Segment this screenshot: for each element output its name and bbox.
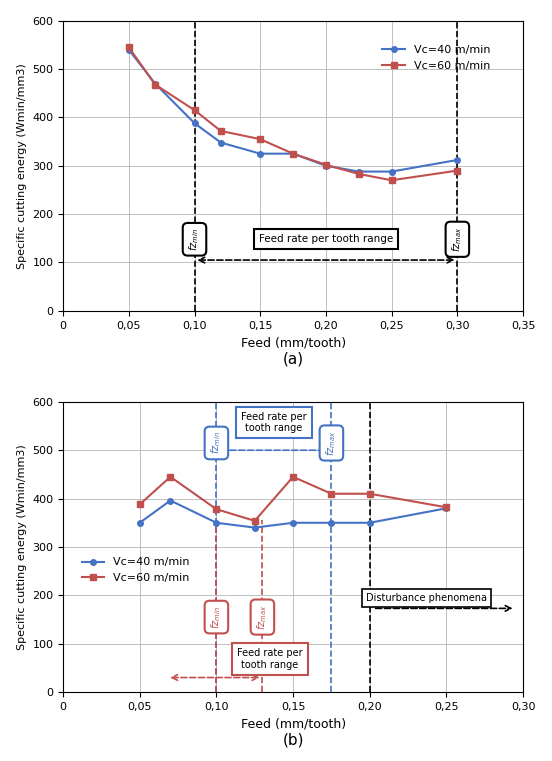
Vc=60 m/min	[257, 135, 263, 144]
Text: (a): (a)	[283, 352, 304, 367]
Text: $fz_{min}$: $fz_{min}$	[188, 228, 201, 250]
Text: $fz_{min}$: $fz_{min}$	[210, 431, 224, 454]
Vc=40 m/min	[355, 167, 362, 176]
Legend: Vc=40 m/min, Vc=60 m/min: Vc=40 m/min, Vc=60 m/min	[78, 553, 194, 587]
Vc=60 m/min	[367, 489, 373, 498]
Text: $fz_{max}$: $fz_{max}$	[325, 430, 338, 456]
X-axis label: Feed (mm/tooth): Feed (mm/tooth)	[241, 336, 346, 349]
Vc=40 m/min	[136, 518, 143, 527]
X-axis label: Feed (mm/tooth): Feed (mm/tooth)	[241, 718, 346, 731]
Vc=40 m/min	[191, 119, 198, 128]
Line: Vc=40 m/min: Vc=40 m/min	[137, 498, 449, 530]
Vc=60 m/min	[322, 161, 329, 170]
Vc=60 m/min	[290, 473, 296, 482]
Vc=40 m/min	[152, 79, 158, 88]
Line: Vc=60 m/min: Vc=60 m/min	[137, 474, 449, 524]
Vc=60 m/min	[355, 170, 362, 179]
Vc=40 m/min	[389, 167, 395, 176]
Text: Feed rate per
tooth range: Feed rate per tooth range	[241, 412, 307, 434]
Vc=60 m/min	[443, 503, 450, 512]
Vc=40 m/min	[322, 161, 329, 170]
Y-axis label: Specific cutting energy (Wmin/mm3): Specific cutting energy (Wmin/mm3)	[17, 63, 26, 269]
Vc=40 m/min	[217, 138, 224, 147]
Vc=40 m/min	[367, 518, 373, 527]
Text: Disturbance phenomena: Disturbance phenomena	[366, 593, 487, 603]
Vc=60 m/min	[152, 80, 158, 89]
Vc=60 m/min	[251, 516, 258, 525]
Vc=60 m/min	[125, 43, 132, 52]
Y-axis label: Specific cutting energy (Wmin/mm3): Specific cutting energy (Wmin/mm3)	[17, 444, 26, 650]
Vc=60 m/min	[213, 505, 220, 514]
Vc=60 m/min	[217, 126, 224, 135]
Legend: Vc=40 m/min, Vc=60 m/min: Vc=40 m/min, Vc=60 m/min	[378, 41, 495, 75]
Vc=60 m/min	[136, 500, 143, 509]
Vc=40 m/min	[251, 523, 258, 532]
Line: Vc=60 m/min: Vc=60 m/min	[126, 44, 460, 183]
Vc=60 m/min	[389, 176, 395, 185]
Vc=40 m/min	[290, 518, 296, 527]
Vc=60 m/min	[454, 166, 461, 175]
Vc=40 m/min	[257, 149, 263, 158]
Vc=60 m/min	[167, 473, 174, 482]
Text: Feed rate per tooth range: Feed rate per tooth range	[259, 234, 393, 244]
Text: (b): (b)	[282, 733, 304, 747]
Vc=40 m/min	[454, 155, 461, 164]
Vc=40 m/min	[328, 518, 335, 527]
Text: Feed rate per
tooth range: Feed rate per tooth range	[237, 648, 303, 670]
Vc=40 m/min	[213, 518, 220, 527]
Vc=60 m/min	[290, 149, 296, 158]
Vc=60 m/min	[191, 106, 198, 115]
Line: Vc=40 m/min: Vc=40 m/min	[126, 47, 460, 174]
Vc=40 m/min	[167, 496, 174, 505]
Vc=60 m/min	[328, 489, 335, 498]
Text: $fz_{max}$: $fz_{max}$	[256, 604, 269, 630]
Vc=40 m/min	[125, 45, 132, 54]
Vc=40 m/min	[443, 504, 450, 513]
Text: $fz_{max}$: $fz_{max}$	[450, 227, 464, 252]
Vc=40 m/min	[290, 149, 296, 158]
Text: $fz_{min}$: $fz_{min}$	[210, 606, 224, 629]
